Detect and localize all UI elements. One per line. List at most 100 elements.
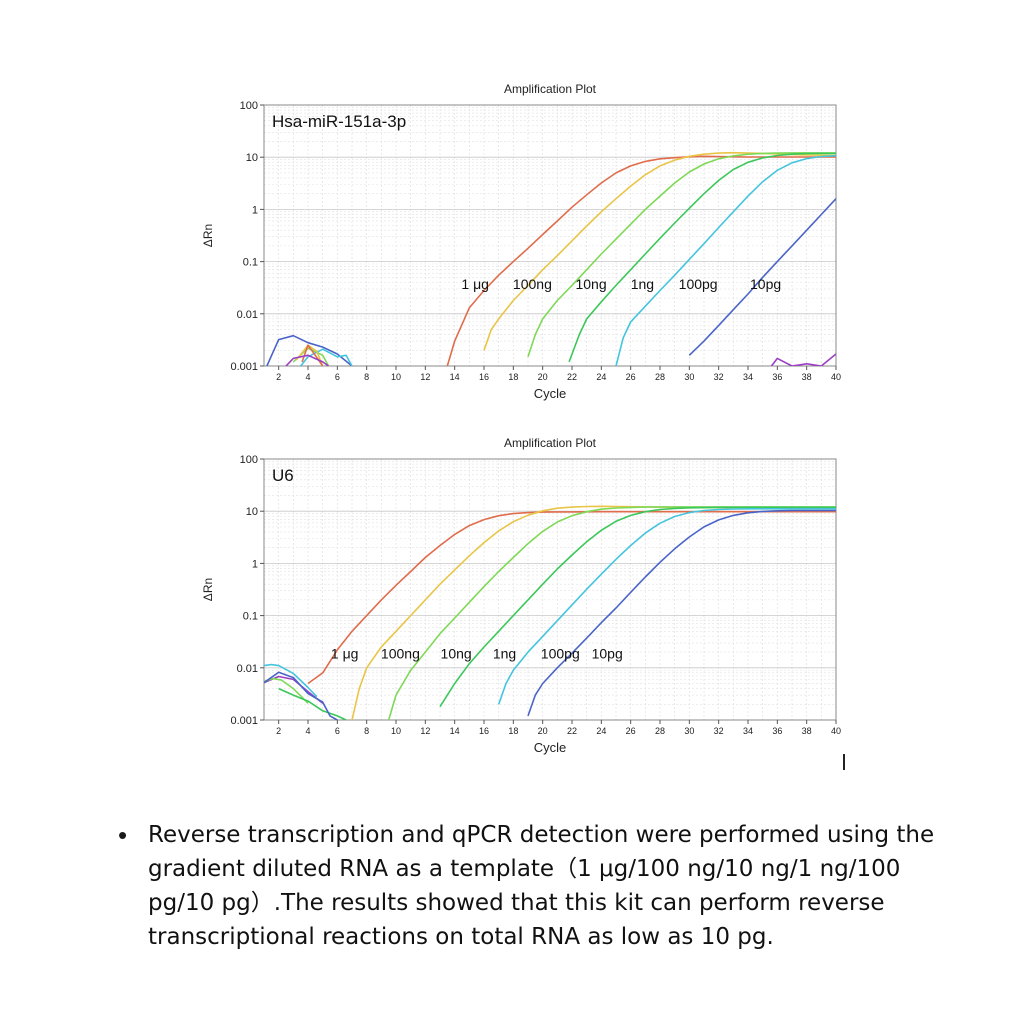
- series-line: [285, 354, 329, 366]
- x-tick-label: 26: [626, 726, 636, 736]
- x-tick-label: 10: [391, 726, 401, 736]
- dilution-label: 10ng: [575, 276, 606, 292]
- y-tick-label: 0.001: [230, 361, 258, 373]
- x-tick-label: 6: [335, 726, 340, 736]
- x-tick-label: 28: [655, 726, 665, 736]
- y-tick-label: 0.1: [243, 257, 258, 269]
- x-tick-label: 8: [364, 726, 369, 736]
- x-tick-label: 40: [831, 726, 841, 736]
- series-line: [439, 506, 836, 708]
- series-line: [770, 353, 836, 366]
- x-tick-label: 14: [450, 726, 460, 736]
- x-tick-label: 2: [276, 372, 281, 382]
- x-tick-label: 32: [714, 726, 724, 736]
- series-line: [264, 677, 309, 704]
- series-line: [264, 671, 338, 720]
- y-tick-label: 10: [246, 506, 258, 518]
- y-tick-label: 0.001: [230, 715, 258, 727]
- chart-title: Amplification Plot: [504, 82, 597, 96]
- series-line: [278, 687, 347, 720]
- series-line: [264, 663, 318, 698]
- y-tick-label: 1: [252, 558, 258, 570]
- x-tick-label: 16: [479, 372, 489, 382]
- x-tick-label: 14: [450, 372, 460, 382]
- series-line: [497, 508, 836, 705]
- y-tick-label: 0.01: [237, 309, 258, 321]
- series-line: [688, 198, 836, 356]
- target-annotation: U6: [272, 466, 294, 485]
- x-tick-label: 12: [420, 726, 430, 736]
- dilution-label: 100pg: [679, 276, 718, 292]
- y-tick-label: 0.01: [237, 663, 258, 675]
- dilution-label: 1ng: [631, 276, 654, 292]
- x-tick-label: 4: [305, 726, 310, 736]
- series-group: [264, 505, 836, 720]
- x-tick-label: 36: [772, 726, 782, 736]
- series-line: [568, 152, 836, 363]
- x-tick-label: 36: [772, 372, 782, 382]
- x-tick-label: 6: [335, 372, 340, 382]
- plot-frame: [263, 104, 837, 367]
- x-tick-label: 12: [420, 372, 430, 382]
- y-axis-label: ΔRn: [201, 224, 215, 247]
- x-tick-label: 20: [538, 726, 548, 736]
- x-tick-label: 18: [508, 372, 518, 382]
- y-tick-label: 100: [240, 100, 258, 112]
- plot-frame: [263, 458, 837, 721]
- series-line: [307, 510, 836, 685]
- series-line: [527, 509, 836, 717]
- x-tick-label: 20: [538, 372, 548, 382]
- x-tick-label: 38: [802, 372, 812, 382]
- grid: [264, 104, 837, 367]
- dilution-label: 1 μg: [331, 646, 359, 662]
- grid: [264, 458, 837, 721]
- y-tick-label: 1: [252, 204, 258, 216]
- series-line: [300, 348, 353, 366]
- x-tick-label: 22: [567, 372, 577, 382]
- x-tick-label: 34: [743, 726, 753, 736]
- chart-title: Amplification Plot: [504, 436, 597, 450]
- x-tick-label: 2: [276, 726, 281, 736]
- x-tick-label: 4: [305, 372, 310, 382]
- x-tick-label: 30: [684, 372, 694, 382]
- dilution-label: 100ng: [381, 646, 420, 662]
- series-line: [266, 334, 353, 366]
- x-tick-label: 34: [743, 372, 753, 382]
- x-tick-label: 30: [684, 726, 694, 736]
- x-tick-label: 10: [391, 372, 401, 382]
- target-annotation: Hsa-miR-151a-3p: [272, 112, 406, 131]
- dilution-label: 100pg: [541, 646, 580, 662]
- amplification-plot-u6: Amplification Plot 0.001 0.01 0.1 1 10 100 2 4 6 8…: [200, 432, 850, 762]
- series-line: [295, 344, 324, 366]
- x-tick-label: 16: [479, 726, 489, 736]
- x-tick-label: 28: [655, 372, 665, 382]
- x-tick-label: 24: [596, 726, 606, 736]
- y-tick-label: 0.1: [243, 611, 258, 623]
- x-tick-label: 38: [802, 726, 812, 736]
- x-tick-label: 22: [567, 726, 577, 736]
- dilution-label: 10pg: [592, 646, 623, 662]
- x-axis-label: Cycle: [534, 740, 567, 755]
- dilution-label: 1ng: [493, 646, 516, 662]
- series-line: [527, 152, 836, 358]
- amplification-plot-svg: Amplification Plot 0.001 0.01 0.1 1 10 100 2 4 6 8…: [201, 82, 841, 401]
- x-tick-label: 26: [626, 372, 636, 382]
- y-tick-label: 100: [240, 454, 258, 466]
- y-axis-label: ΔRn: [201, 578, 215, 601]
- dilution-label: 10ng: [441, 646, 472, 662]
- x-tick-label: 32: [714, 372, 724, 382]
- dilution-label: 100ng: [513, 276, 552, 292]
- series-line: [387, 506, 836, 720]
- caption: • Reverse transcription and qPCR detecti…: [118, 818, 938, 954]
- bullet: •: [118, 820, 128, 850]
- caption-text: Reverse transcription and qPCR detection…: [148, 822, 935, 950]
- x-tick-label: 40: [831, 372, 841, 382]
- x-tick-label: 18: [508, 726, 518, 736]
- y-tick-label: 10: [246, 152, 258, 164]
- series-line: [615, 154, 836, 366]
- x-tick-label: 8: [364, 372, 369, 382]
- dilution-label: 10pg: [750, 276, 781, 292]
- amplification-plot-mir151a: Amplification Plot 0.001 0.01 0.1 1 10 100 2 4 6 8…: [200, 78, 850, 408]
- series-group: [266, 151, 836, 366]
